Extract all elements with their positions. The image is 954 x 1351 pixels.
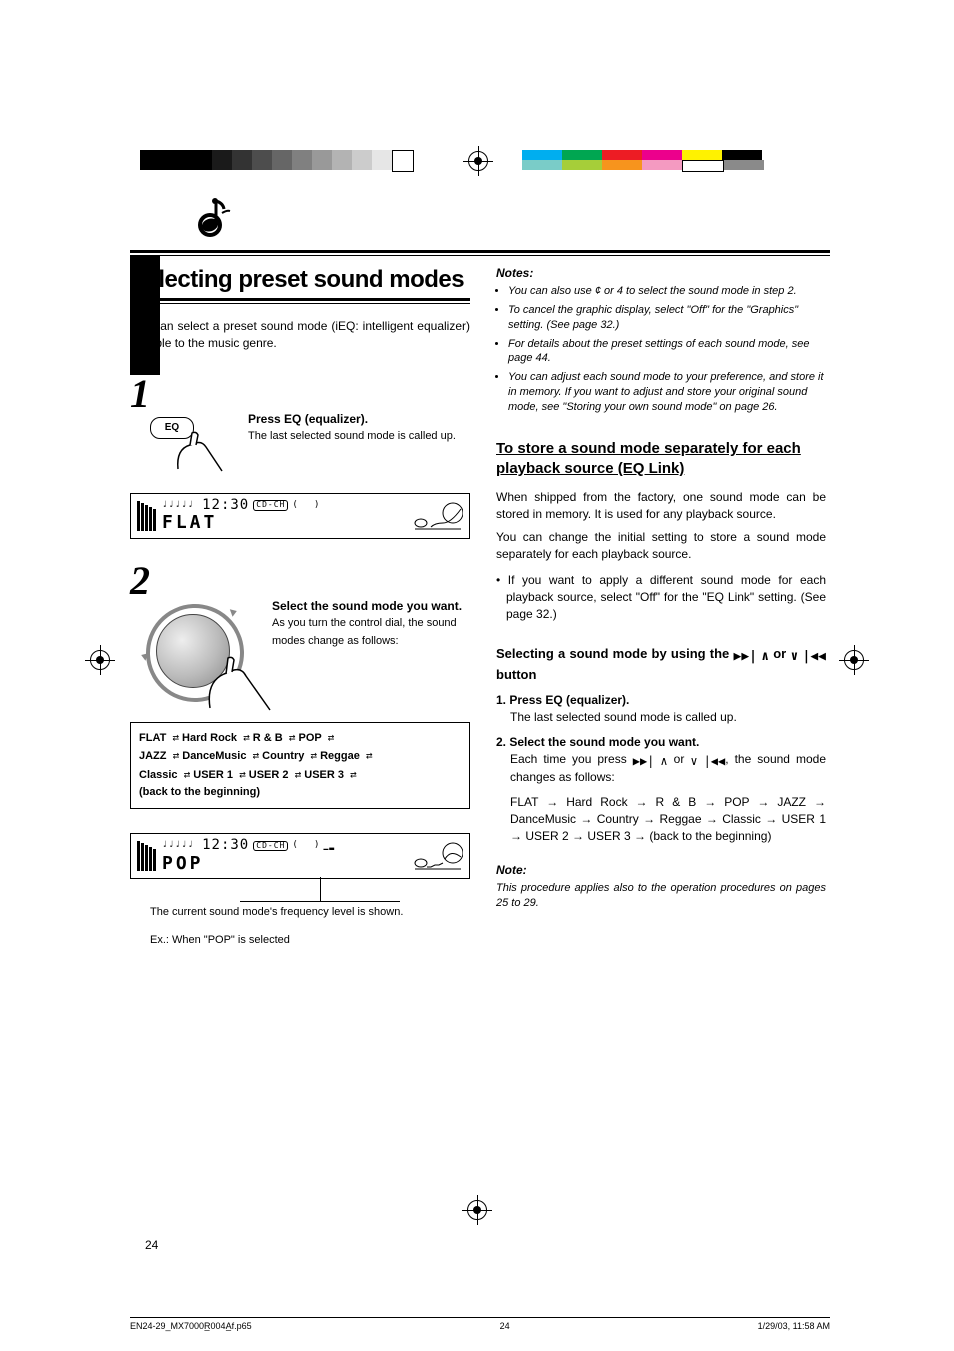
hand-press-icon [172, 429, 232, 475]
modes-inline: FLAT → Hard Rock → R & B → POP → JAZZ → … [496, 794, 826, 844]
page: Selecting preset sound modes You can sel… [0, 0, 954, 1351]
left-column: Selecting preset sound modes You can sel… [130, 266, 470, 911]
lcd-bars [137, 501, 156, 531]
registration-bar [0, 150, 954, 180]
up-icon: ∧ [761, 648, 769, 666]
eqlink-p2: You can change the initial setting to st… [496, 529, 826, 563]
down-icon: ∨ [790, 648, 798, 666]
eqlink-bullet: • If you want to apply a different sound… [496, 572, 826, 622]
note-item: To cancel the graphic display, select "O… [508, 303, 826, 333]
note-item: You can adjust each sound mode to your p… [508, 370, 826, 415]
registration-mark-bottom [467, 1200, 487, 1220]
lcd1-notes: ♩♩♩♩♩ [162, 501, 194, 511]
modes-box: FLAT ⇄ Hard Rock ⇄ R & B ⇄ POP ⇄JAZZ ⇄ D… [130, 722, 470, 809]
right-column: Notes: You can also use ¢ or 4 to select… [496, 266, 826, 911]
lcd-display-1: ♩♩♩♩♩ 12:30 CD-CH ( ) FLAT [130, 493, 470, 539]
lcd-curve-icon-2 [413, 839, 463, 873]
step1-text: Press EQ (equalizer). [248, 412, 368, 426]
lcd-curve-icon [413, 499, 463, 533]
bottom-note: This procedure applies also to the opera… [496, 881, 826, 912]
color-strip [522, 150, 764, 172]
sel-step2: 2. Select the sound mode you want. Each … [496, 734, 826, 786]
lcd-caption: The current sound mode's frequency level… [150, 905, 410, 948]
footer: EN24-29_MX7000R̲004A̲f.p65 24 1/29/03, 1… [130, 1317, 830, 1331]
footer-right: 1/29/03, 11:58 AM [758, 1321, 830, 1331]
next-icon: ▶▶| [734, 648, 757, 666]
select-heading: Selecting a sound mode by using the ▶▶| … [496, 645, 826, 684]
lcd-example-wrap: ♩♩♩♩♩ 12:30 CD-CH ( ) ▁▂ POP [130, 833, 470, 879]
registration-mark-right [844, 650, 864, 670]
lcd2-mode: POP [162, 854, 407, 874]
rule-thin [130, 255, 830, 256]
registration-mark-left [90, 650, 110, 670]
registration-mark-top [468, 151, 488, 171]
step2-text: Select the sound mode you want. [272, 599, 462, 613]
note-item: You can also use ¢ or 4 to select the so… [508, 284, 826, 299]
eqlink-p1: When shipped from the factory, one sound… [496, 489, 826, 523]
intro-text: You can select a preset sound mode (iEQ:… [130, 318, 470, 352]
lcd1-mode: FLAT [162, 513, 407, 533]
step-number-2: 2 [130, 557, 470, 604]
lcd1-time: 12:30 [202, 498, 249, 513]
step1-sub: The last selected sound mode is called u… [248, 430, 456, 442]
content: Selecting preset sound modes You can sel… [130, 195, 830, 911]
lcd-display-2: ♩♩♩♩♩ 12:30 CD-CH ( ) ▁▂ POP [130, 833, 470, 879]
music-note-icon [190, 195, 234, 239]
footer-left: EN24-29_MX7000R̲004A̲f.p65 [130, 1321, 252, 1331]
note-item: For details about the preset settings of… [508, 337, 826, 367]
section-title: Selecting preset sound modes [130, 266, 470, 301]
lcd2-time: 12:30 [202, 838, 249, 853]
lcd2-notes: ♩♩♩♩♩ [162, 841, 194, 851]
footer-center: 24 [500, 1321, 510, 1331]
notes-heading: Notes: [496, 266, 826, 280]
grey-strip [140, 150, 414, 172]
hand-turn-icon [204, 654, 274, 714]
notes-list: You can also use ¢ or 4 to select the so… [496, 284, 826, 415]
step-number-1: 1 [130, 370, 470, 417]
eqlink-heading: To store a sound mode separately for eac… [496, 439, 826, 480]
sel-step1: 1. Press EQ (equalizer). The last select… [496, 692, 826, 726]
dial-graphic [144, 604, 264, 714]
page-number: 24 [145, 1238, 158, 1252]
eq-button-graphic: EQ [150, 417, 240, 477]
prev-icon: |◀◀ [803, 648, 826, 666]
step2-sub: As you turn the control dial, the sound … [272, 617, 457, 646]
bottom-note-heading: Note: [496, 863, 826, 877]
rule-thick [130, 250, 830, 253]
